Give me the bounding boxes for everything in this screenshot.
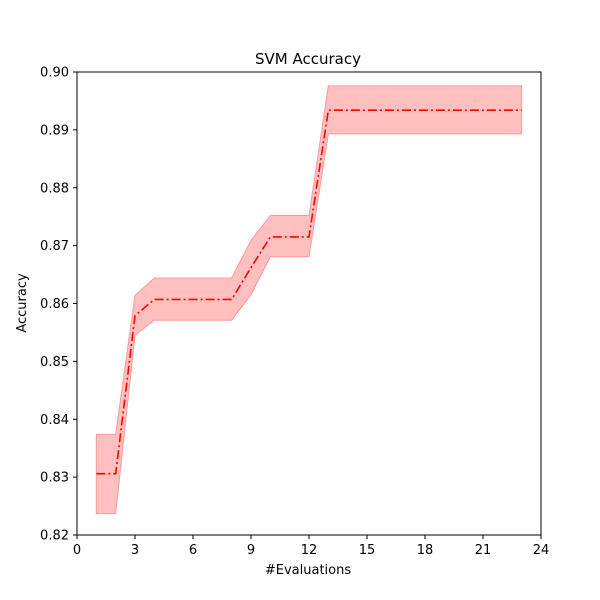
x-axis: 0 3 6 9 12 15 18 21 24 (73, 535, 549, 558)
chart-title: SVM Accuracy (255, 50, 361, 68)
y-tick-label: 0.86 (40, 297, 69, 312)
y-tick-label: 0.85 (40, 355, 69, 370)
x-tick-label: 6 (189, 543, 197, 558)
x-tick-label: 18 (417, 543, 434, 558)
mean-accuracy-line-0 (96, 109, 522, 475)
x-axis-title: #Evaluations (265, 563, 351, 578)
y-tick-label: 0.82 (40, 529, 69, 544)
x-tick-label: 3 (131, 543, 139, 558)
y-tick-label: 0.88 (40, 181, 69, 196)
x-tick-label: 0 (73, 543, 81, 558)
x-tick-label: 9 (247, 543, 255, 558)
confidence-band-0 (95, 85, 523, 515)
x-tick-label: 21 (475, 543, 492, 558)
y-axis-title: Accuracy (15, 273, 30, 333)
y-tick-label: 0.89 (40, 123, 69, 138)
y-tick-label: 0.90 (40, 66, 69, 81)
x-tick-label: 12 (301, 543, 318, 558)
y-tick-label: 0.87 (40, 239, 69, 254)
y-tick-label: 0.83 (40, 471, 69, 486)
y-tick-label: 0.84 (40, 413, 69, 428)
mean-line-layer (96, 109, 522, 475)
confidence-band-layer (95, 85, 523, 515)
x-tick-label: 24 (533, 543, 550, 558)
y-axis: 0.82 0.83 0.84 0.85 0.86 0.87 0.88 0.89 0.90 (40, 66, 77, 544)
x-tick-label: 15 (359, 543, 376, 558)
